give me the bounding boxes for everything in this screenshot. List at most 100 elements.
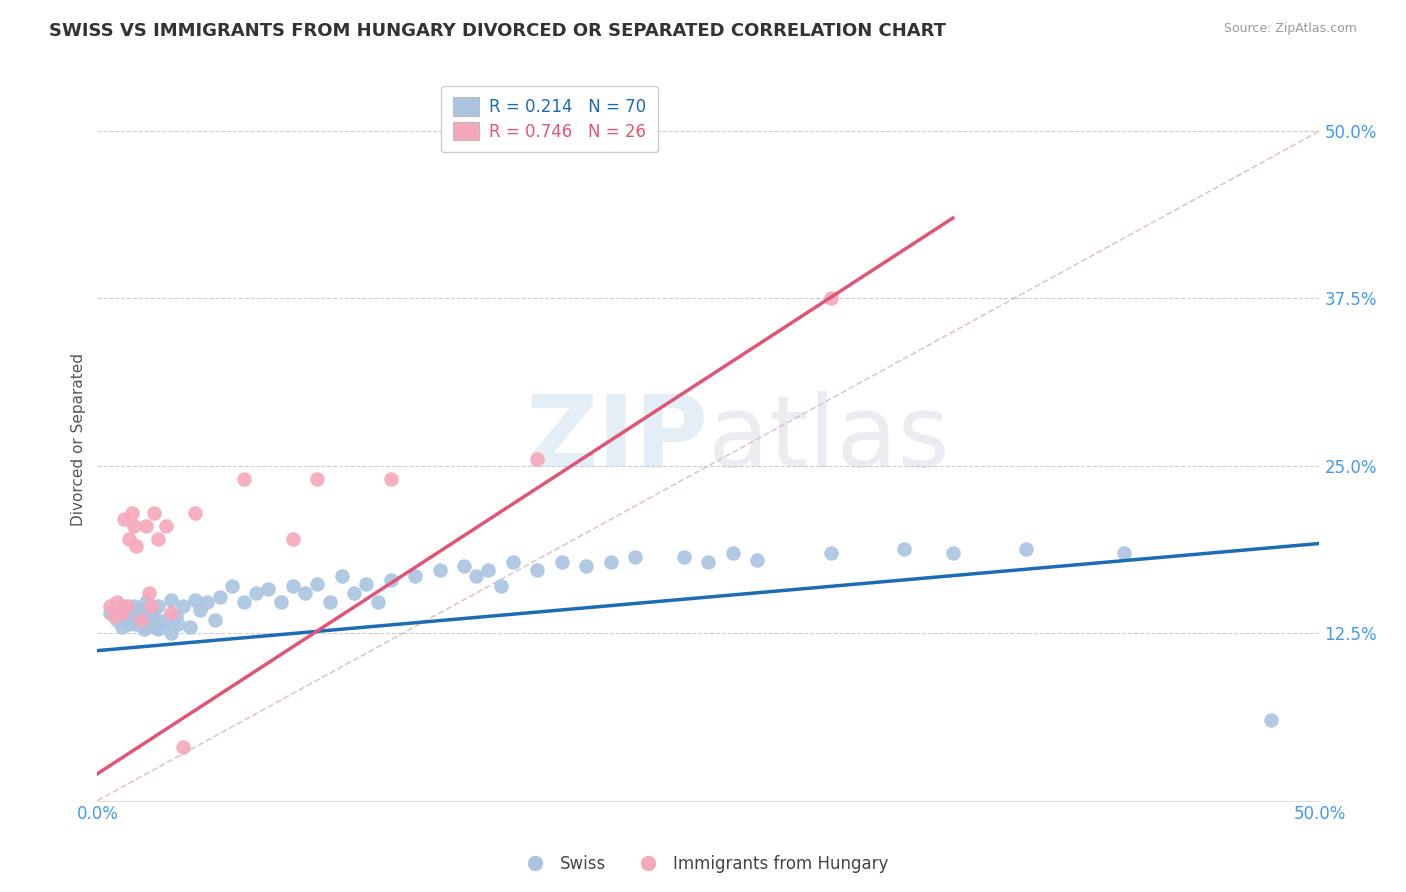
Point <box>159 606 181 620</box>
Point <box>128 606 150 620</box>
Point <box>132 622 155 636</box>
Point <box>98 599 121 614</box>
Point <box>155 519 177 533</box>
Point <box>159 626 181 640</box>
Point <box>142 506 165 520</box>
Point <box>204 613 226 627</box>
Text: atlas: atlas <box>709 391 950 488</box>
Point <box>105 613 128 627</box>
Point <box>343 586 366 600</box>
Point <box>245 586 267 600</box>
Point <box>139 599 162 614</box>
Point <box>125 616 148 631</box>
Point <box>165 608 187 623</box>
Point <box>121 506 143 520</box>
Point <box>221 579 243 593</box>
Point <box>131 603 153 617</box>
Point <box>105 595 128 609</box>
Point <box>942 546 965 560</box>
Point <box>354 576 377 591</box>
Point <box>115 599 138 614</box>
Point <box>122 599 145 614</box>
Point <box>233 472 256 486</box>
Point <box>281 533 304 547</box>
Point <box>195 595 218 609</box>
Point <box>111 619 134 633</box>
Point <box>624 549 647 564</box>
Y-axis label: Divorced or Separated: Divorced or Separated <box>72 352 86 525</box>
Point <box>115 606 138 620</box>
Point <box>721 546 744 560</box>
Point <box>489 579 512 593</box>
Point <box>139 606 162 620</box>
Point <box>112 512 135 526</box>
Point <box>172 599 194 614</box>
Point <box>526 563 548 577</box>
Point <box>330 568 353 582</box>
Point <box>131 613 153 627</box>
Point <box>429 563 451 577</box>
Point <box>281 579 304 593</box>
Point <box>135 519 157 533</box>
Point <box>307 472 329 486</box>
Point <box>208 590 231 604</box>
Text: SWISS VS IMMIGRANTS FROM HUNGARY DIVORCED OR SEPARATED CORRELATION CHART: SWISS VS IMMIGRANTS FROM HUNGARY DIVORCE… <box>49 22 946 40</box>
Text: ZIP: ZIP <box>526 391 709 488</box>
Text: Source: ZipAtlas.com: Source: ZipAtlas.com <box>1223 22 1357 36</box>
Point <box>697 555 720 569</box>
Point <box>118 608 141 623</box>
Point <box>148 533 170 547</box>
Point <box>893 541 915 556</box>
Point <box>318 595 340 609</box>
Legend: Swiss, Immigrants from Hungary: Swiss, Immigrants from Hungary <box>512 848 894 880</box>
Point <box>145 619 167 633</box>
Point <box>122 519 145 533</box>
Point <box>149 616 172 631</box>
Point <box>111 606 134 620</box>
Point <box>551 555 574 569</box>
Point <box>404 568 426 582</box>
Point <box>233 595 256 609</box>
Point <box>1260 713 1282 727</box>
Point <box>138 613 160 627</box>
Point <box>103 608 125 623</box>
Point <box>1015 541 1038 556</box>
Point <box>111 599 134 614</box>
Point <box>820 546 842 560</box>
Point <box>367 595 389 609</box>
Point <box>135 595 157 609</box>
Point <box>747 552 769 566</box>
Point <box>526 452 548 467</box>
Point <box>502 555 524 569</box>
Point <box>820 292 842 306</box>
Legend: R = 0.214   N = 70, R = 0.746   N = 26: R = 0.214 N = 70, R = 0.746 N = 26 <box>441 86 658 153</box>
Point <box>172 740 194 755</box>
Point <box>159 592 181 607</box>
Point <box>125 539 148 553</box>
Point <box>118 616 141 631</box>
Point <box>380 472 402 486</box>
Point <box>465 568 488 582</box>
Point <box>167 616 190 631</box>
Point <box>184 506 207 520</box>
Point <box>98 606 121 620</box>
Point <box>188 603 211 617</box>
Point <box>138 586 160 600</box>
Point <box>155 613 177 627</box>
Point <box>270 595 292 609</box>
Point <box>142 608 165 623</box>
Point <box>148 622 170 636</box>
Point <box>184 592 207 607</box>
Point <box>179 619 201 633</box>
Point <box>118 533 141 547</box>
Point <box>148 599 170 614</box>
Point <box>135 619 157 633</box>
Point <box>380 573 402 587</box>
Point <box>122 608 145 623</box>
Point <box>294 586 316 600</box>
Point <box>307 576 329 591</box>
Point <box>1112 546 1135 560</box>
Point <box>599 555 621 569</box>
Point <box>477 563 499 577</box>
Point <box>453 559 475 574</box>
